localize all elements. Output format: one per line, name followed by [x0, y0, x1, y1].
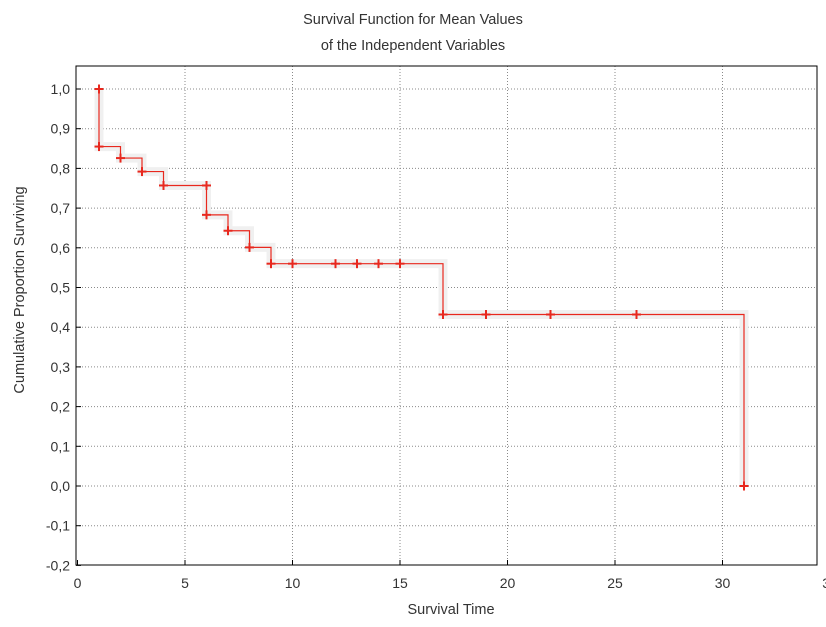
- series-layer: [94, 84, 749, 491]
- y-tick-label: -0,2: [46, 557, 70, 573]
- censor-marker: [374, 259, 383, 269]
- censor-marker: [202, 210, 211, 220]
- x-tick-label: 30: [715, 575, 731, 591]
- censor-marker: [546, 309, 555, 319]
- censor-marker: [266, 259, 276, 269]
- censor-marker: [94, 84, 104, 94]
- x-tick-label: 20: [500, 575, 516, 591]
- x-tick-label: 35: [822, 575, 826, 591]
- censor-marker: [116, 153, 125, 163]
- censor-marker: [94, 142, 104, 152]
- tick-layer: 0 5 10 15 20 25 30 35 -0,2 -0,1 0,0 0,1 0,2 0,3 0,4 0,5…: [46, 81, 826, 591]
- censor-marker: [352, 259, 362, 269]
- censor-marker: [202, 180, 211, 190]
- y-tick-label: 0,4: [51, 319, 71, 335]
- censor-marker: [159, 180, 168, 190]
- x-tick-label: 0: [74, 575, 82, 591]
- censor-marker: [137, 167, 147, 177]
- y-tick-label: 0,5: [51, 280, 71, 296]
- x-tick-label: 15: [392, 575, 408, 591]
- censor-marker: [395, 259, 405, 269]
- censor-marker: [438, 309, 448, 319]
- y-axis-label: Cumulative Proportion Surviving: [12, 186, 28, 393]
- y-tick-label: 0,8: [51, 160, 71, 176]
- y-tick-label: 0,9: [51, 121, 71, 137]
- x-axis-label: Survival Time: [407, 602, 494, 618]
- chart-title: Survival Function for Mean Values: [303, 12, 523, 28]
- y-tick-label: 0,6: [51, 240, 71, 256]
- x-tick-label: 5: [181, 575, 189, 591]
- y-tick-label: 0,0: [51, 478, 71, 494]
- y-tick-label: -0,1: [46, 518, 70, 534]
- chart-subtitle: of the Independent Variables: [321, 38, 505, 54]
- censor-marker: [481, 309, 491, 319]
- censor-marker: [288, 259, 297, 269]
- y-tick-label: 0,7: [51, 200, 71, 216]
- x-tick-label: 25: [607, 575, 623, 591]
- y-tick-label: 0,3: [51, 359, 71, 375]
- censor-marker: [223, 226, 233, 236]
- plot-frame: [75, 65, 818, 566]
- censor-marker: [632, 309, 641, 319]
- censor-marker: [331, 259, 340, 269]
- x-tick-label: 10: [285, 575, 301, 591]
- y-tick-label: 0,2: [51, 399, 71, 415]
- y-tick-label: 0,1: [51, 438, 71, 454]
- censor-marker: [245, 242, 254, 252]
- censor-marker: [739, 481, 749, 491]
- y-tick-label: 1,0: [51, 81, 71, 97]
